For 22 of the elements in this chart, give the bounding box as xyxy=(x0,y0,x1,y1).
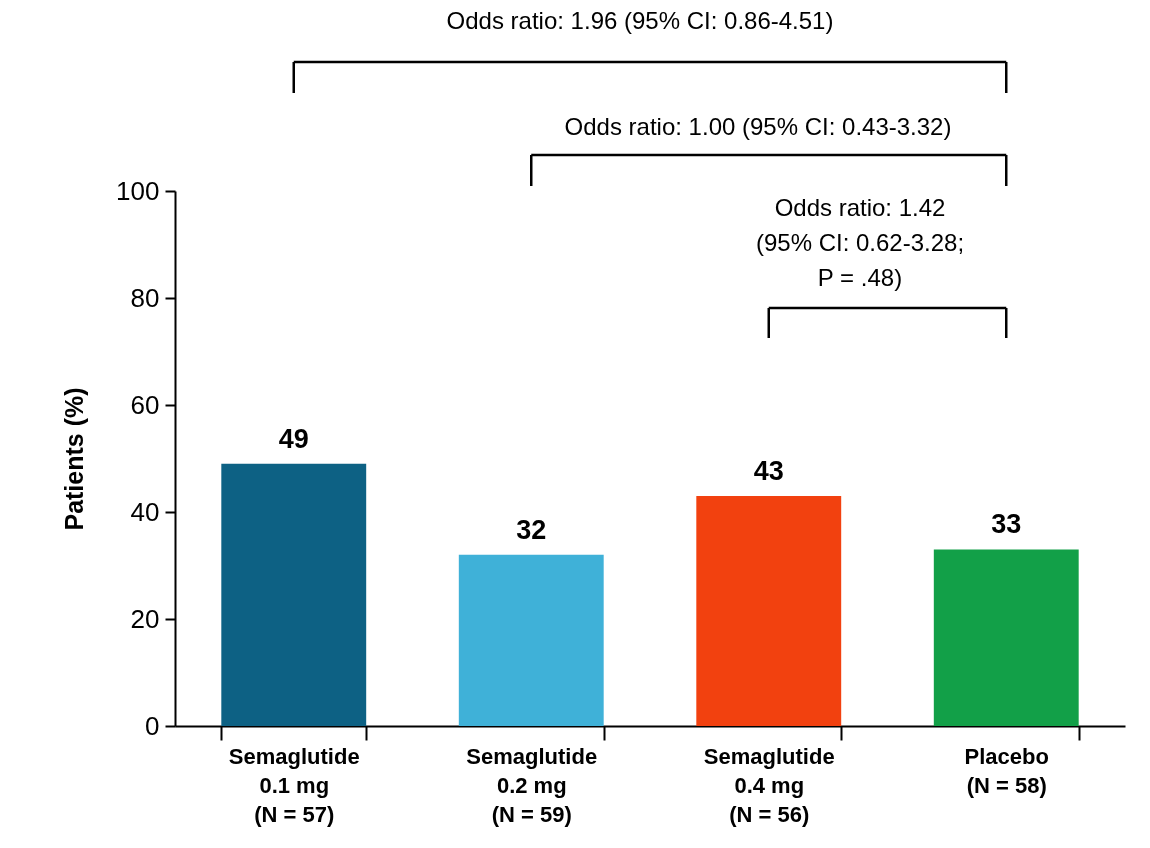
text: Odds ratio: 1.96 (95% CI: 0.86-4.51) xyxy=(446,7,834,34)
data-label: 43 xyxy=(753,455,784,486)
y-tick-label: 0 xyxy=(145,710,160,741)
data-label: 32 xyxy=(516,514,547,545)
bar xyxy=(221,463,367,726)
bar xyxy=(933,549,1079,726)
data-label: 33 xyxy=(991,509,1022,540)
y-tick-label: 20 xyxy=(130,603,160,634)
bar xyxy=(696,495,842,726)
y-tick-label: 100 xyxy=(116,175,160,206)
text: Odds ratio: 1.00 (95% CI: 0.43-3.32) xyxy=(564,113,952,140)
y-tick-label: 60 xyxy=(130,389,160,420)
bar xyxy=(458,554,604,726)
data-label: 49 xyxy=(278,423,309,454)
y-tick-label: 40 xyxy=(130,496,160,527)
x-tick-label: Semaglutide 0.2 mg (N = 59) xyxy=(466,743,598,827)
x-tick-label: Semaglutide 0.4 mg (N = 56) xyxy=(703,743,835,827)
y-axis-title: Patients (%) xyxy=(60,387,89,531)
annotation: Odds ratio: 1.42 (95% CI: 0.62-3.28; P = .48) xyxy=(755,194,965,291)
x-tick-label: Semaglutide 0.1 mg (N = 57) xyxy=(228,743,360,827)
x-tick-label: Placebo (N = 58) xyxy=(964,743,1049,798)
y-tick-label: 80 xyxy=(130,282,160,313)
